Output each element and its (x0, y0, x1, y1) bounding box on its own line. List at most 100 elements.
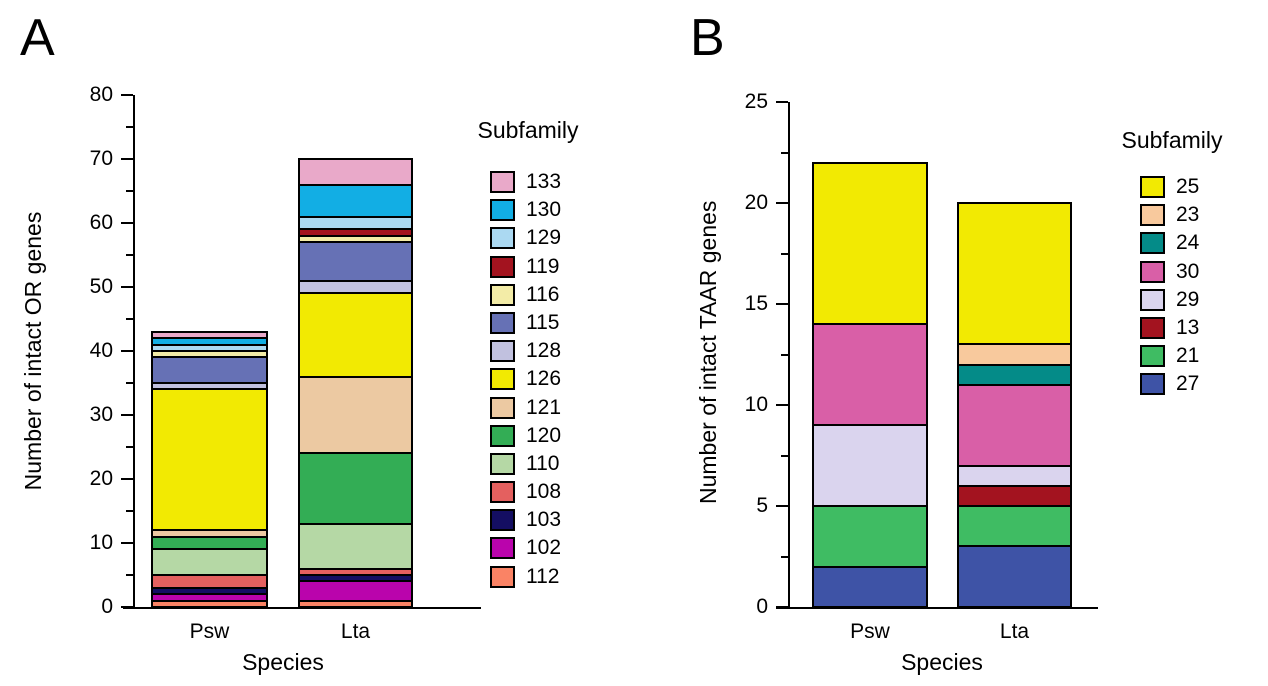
legend-swatch-128 (490, 340, 515, 363)
y-minor-tick (781, 151, 788, 154)
bar-segment-lta-24 (957, 363, 1072, 386)
legend-label-112: 112 (526, 564, 560, 588)
legend-label-24: 24 (1176, 231, 1200, 255)
legend-item-103: 103 (490, 508, 594, 532)
legend-swatch-108 (490, 481, 515, 504)
panel-b-legend: Subfamily 25 23 24 30 29 13 21 27 (1106, 127, 1238, 402)
legend-item-23: 23 (1140, 203, 1238, 227)
panel-a-y-axis-label: Number of intact OR genes (20, 211, 46, 491)
legend-label-103: 103 (526, 508, 562, 532)
legend-swatch-112 (490, 565, 515, 588)
panel-b-x-axis-label: Species (901, 649, 983, 675)
legend-item-120: 120 (490, 423, 594, 447)
legend-swatch-130 (490, 199, 515, 222)
bar-segment-psw-133 (151, 330, 268, 340)
y-tick-label: 25 (744, 90, 768, 113)
category-label-lta: Lta (999, 620, 1030, 643)
y-minor-tick (781, 252, 788, 255)
y-tick-label: 40 (89, 339, 113, 362)
legend-label-13: 13 (1176, 315, 1200, 339)
legend-swatch-129 (490, 227, 515, 250)
x-axis-line (776, 607, 1098, 609)
y-tick-label: 0 (756, 595, 768, 618)
panel-a-x-axis-label: Species (242, 649, 324, 675)
legend-swatch-126 (490, 368, 515, 391)
bar-segment-lta-133 (298, 158, 413, 186)
legend-swatch-110 (490, 452, 515, 475)
legend-swatch-29 (1140, 288, 1165, 311)
legend-swatch-116 (490, 283, 515, 306)
panel-a-legend: Subfamily 133 130 129 119 116 115 128 126 121 120… (462, 117, 594, 594)
y-major-tick (121, 158, 133, 160)
y-major-tick (776, 606, 788, 608)
legend-swatch-24 (1140, 232, 1165, 255)
y-tick-label: 70 (89, 147, 113, 170)
legend-label-29: 29 (1176, 287, 1200, 311)
legend-label-120: 120 (526, 423, 562, 447)
legend-item-27: 27 (1140, 373, 1238, 396)
y-minor-tick (126, 446, 133, 448)
legend-label-108: 108 (526, 480, 562, 504)
y-minor-tick (126, 126, 133, 128)
y-major-tick (776, 202, 788, 204)
legend-item-24: 24 (1140, 231, 1238, 255)
legend-swatch-133 (490, 171, 515, 193)
legend-swatch-115 (490, 311, 515, 334)
panel-b-legend-items: 25 23 24 30 29 13 21 27 (1106, 176, 1238, 396)
legend-label-130: 130 (526, 198, 562, 222)
bar-segment-lta-29 (957, 464, 1072, 487)
y-tick-label: 20 (744, 191, 768, 214)
panel-a-label: A (20, 9, 55, 67)
legend-label-102: 102 (526, 536, 562, 560)
y-tick-label: 10 (89, 531, 113, 554)
legend-item-119: 119 (490, 254, 594, 278)
panel-b-legend-title: Subfamily (1121, 127, 1223, 153)
legend-label-110: 110 (526, 451, 560, 475)
y-minor-tick (126, 510, 133, 512)
bar-segment-psw-110 (151, 548, 268, 576)
y-major-tick (121, 414, 133, 416)
bar-segment-lta-129 (298, 215, 413, 231)
y-tick-label: 10 (744, 393, 768, 416)
legend-item-115: 115 (490, 310, 594, 334)
panel-a-or-genes-chart: 0 10 20 30 40 50 60 70 80 Psw Lta (90, 83, 481, 643)
legend-item-110: 110 (490, 451, 594, 475)
legend-swatch-102 (490, 537, 515, 560)
legend-swatch-119 (490, 255, 515, 278)
y-minor-tick (126, 190, 133, 192)
legend-label-115: 115 (526, 310, 560, 334)
bar-segment-lta-110 (298, 522, 413, 570)
legend-label-30: 30 (1176, 259, 1200, 283)
legend-item-21: 21 (1140, 345, 1238, 368)
y-major-tick (121, 350, 133, 352)
legend-label-23: 23 (1176, 203, 1200, 227)
legend-item-102: 102 (490, 536, 594, 560)
y-major-tick (776, 101, 788, 103)
bar-segment-psw-115 (151, 356, 268, 384)
bar-segment-psw-108 (151, 574, 268, 589)
y-major-tick (121, 542, 133, 544)
legend-label-25: 25 (1176, 175, 1200, 198)
y-minor-tick (126, 382, 133, 384)
category-label-psw: Psw (189, 620, 230, 643)
y-tick-label: 15 (744, 292, 768, 315)
bar-segment-lta-21 (957, 505, 1072, 548)
category-label-psw: Psw (850, 620, 890, 643)
legend-label-128: 128 (526, 339, 562, 363)
legend-swatch-23 (1140, 204, 1165, 227)
legend-label-121: 121 (526, 395, 562, 419)
bar-segment-lta-120 (298, 452, 413, 525)
y-minor-tick (781, 353, 788, 356)
legend-swatch-21 (1140, 345, 1165, 368)
y-minor-tick (126, 318, 133, 320)
y-major-tick (121, 478, 133, 480)
y-major-tick (121, 94, 133, 96)
panel-b-taar-genes-chart: 0 5 10 15 20 25 Psw Lta (745, 90, 1098, 643)
legend-label-119: 119 (526, 254, 560, 278)
bar-segment-lta-115 (298, 241, 413, 282)
bar-segment-psw-27 (812, 565, 928, 608)
legend-swatch-27 (1140, 373, 1165, 396)
bar-segment-psw-21 (812, 505, 928, 568)
bar-segment-lta-13 (957, 484, 1072, 507)
legend-item-25: 25 (1140, 176, 1238, 198)
